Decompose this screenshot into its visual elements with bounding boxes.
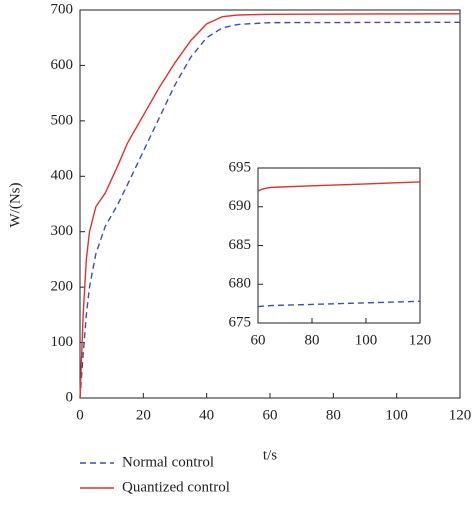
x-tick-label: 100 [355, 332, 378, 348]
y-tick-label: 500 [51, 112, 74, 128]
y-axis-label: W/(Ns) [7, 183, 23, 228]
y-tick-label: 700 [51, 1, 74, 17]
x-tick-label: 120 [449, 407, 472, 423]
y-tick-label: 695 [229, 159, 252, 175]
y-tick-label: 680 [229, 276, 252, 292]
plot-frame [79, 9, 461, 399]
x-tick-label: 120 [409, 332, 432, 348]
y-tick-label: 100 [51, 334, 74, 350]
x-tick-label: 100 [385, 407, 408, 423]
plot-frame [257, 167, 421, 324]
x-tick-label: 80 [326, 407, 341, 423]
y-tick-label: 300 [51, 223, 74, 239]
series-line [257, 300, 421, 308]
y-tick-label: 685 [229, 237, 252, 253]
x-tick-label: 80 [305, 332, 320, 348]
legend-label: Normal control [122, 454, 214, 470]
y-tick-label: 0 [66, 389, 74, 405]
x-tick-label: 20 [136, 407, 151, 423]
y-tick-label: 400 [51, 168, 74, 184]
y-tick-label: 675 [229, 314, 252, 330]
x-axis-label: t/s [263, 447, 277, 463]
series-line [257, 181, 421, 192]
series-line [79, 21, 461, 399]
x-tick-label: 40 [199, 407, 214, 423]
x-tick-label: 0 [76, 407, 84, 423]
y-tick-label: 200 [51, 279, 74, 295]
x-tick-label: 60 [263, 407, 278, 423]
y-tick-label: 600 [51, 57, 74, 73]
legend-label: Quantized control [122, 479, 230, 495]
x-tick-label: 60 [251, 332, 266, 348]
series-line [79, 13, 461, 399]
y-tick-label: 690 [229, 198, 252, 214]
